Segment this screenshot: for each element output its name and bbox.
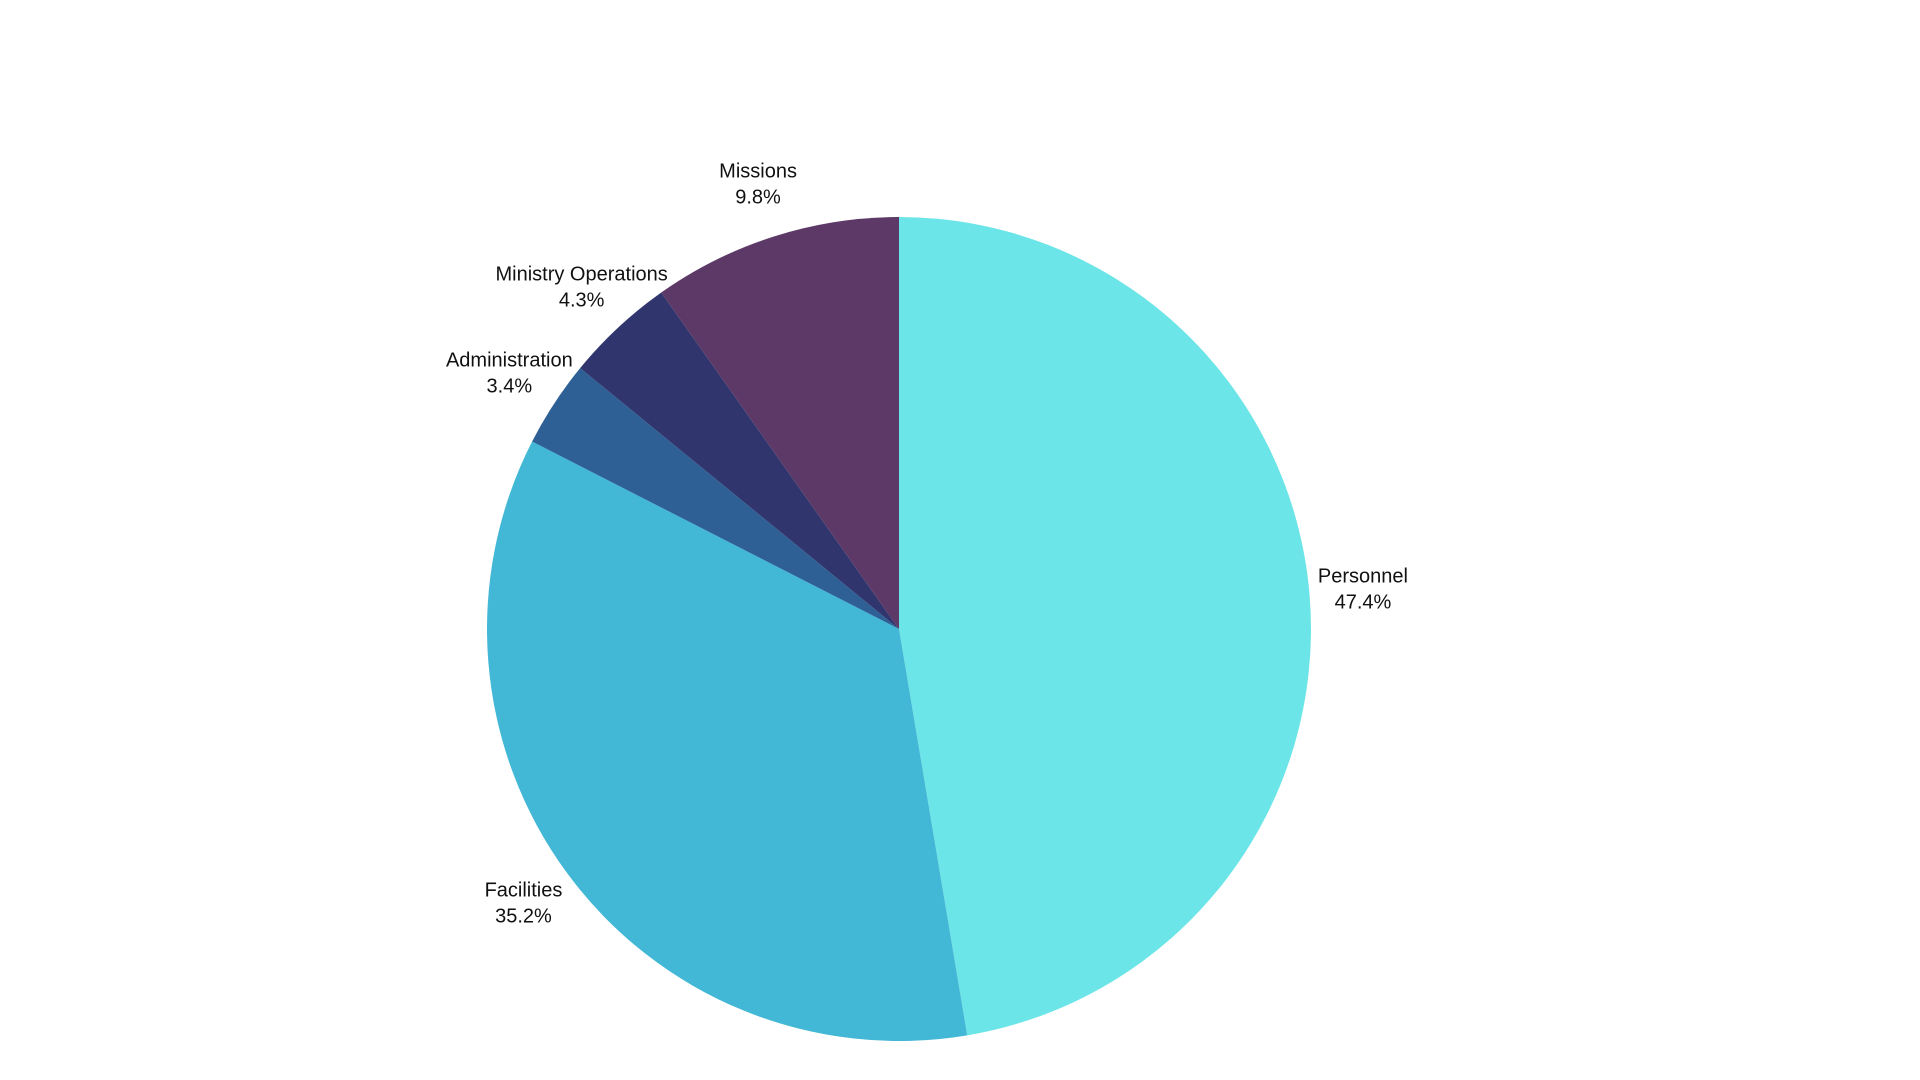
slice-value-label: 35.2%	[495, 905, 552, 927]
slice-label: Administration	[446, 350, 573, 372]
slice-label: Missions	[719, 161, 797, 183]
slice-label: Ministry Operations	[495, 264, 667, 286]
pie-slice	[532, 368, 899, 629]
slice-value-label: 4.3%	[559, 290, 605, 312]
pie-slice	[486, 441, 968, 1042]
slice-value-label: 9.8%	[735, 187, 781, 209]
slice-label: Facilities	[485, 879, 563, 901]
pie-slice	[580, 292, 899, 629]
pie-slice	[899, 217, 1311, 1036]
slice-value-label: 47.4%	[1335, 592, 1392, 614]
slice-label: Personnel	[1318, 566, 1408, 588]
slice-value-label: 3.4%	[487, 376, 533, 398]
pie-slice	[661, 217, 899, 629]
